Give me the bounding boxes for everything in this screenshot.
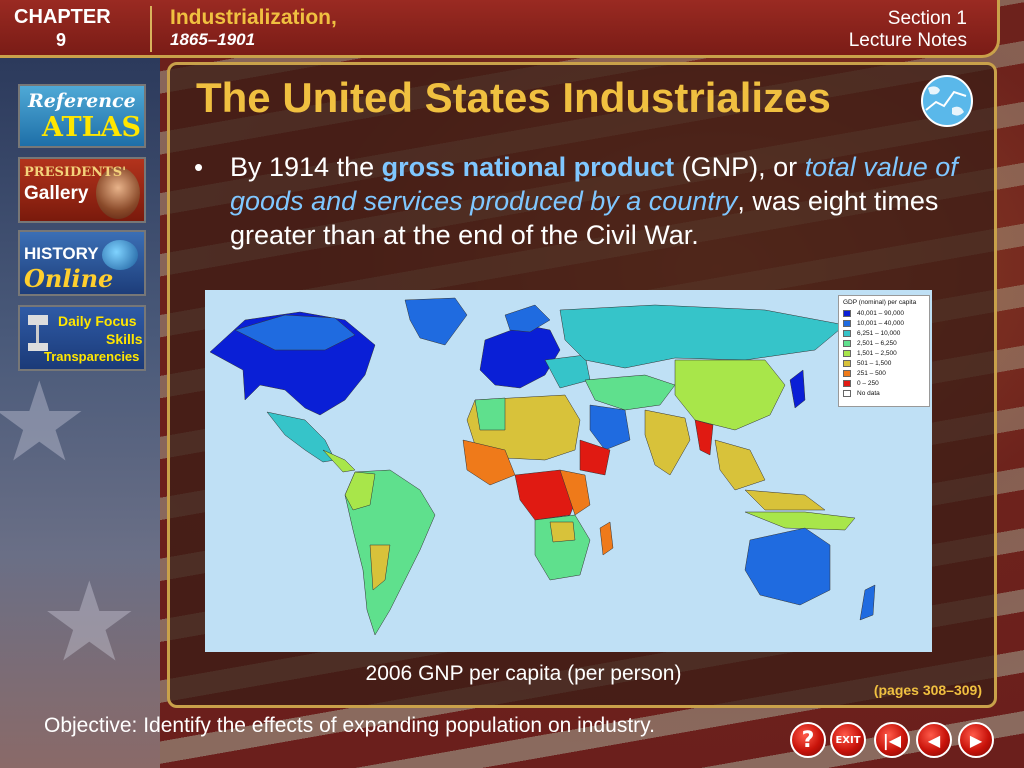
legend-swatch bbox=[843, 339, 851, 347]
history-online-button[interactable]: HISTORY Online bbox=[18, 230, 146, 296]
legend-rows: 40,001 – 90,000 10,001 – 40,000 6,251 – 10… bbox=[843, 308, 925, 398]
section-subtitle: Lecture Notes bbox=[848, 30, 967, 51]
bullet-text: By 1914 the gross national product (GNP)… bbox=[230, 150, 970, 252]
daily-focus-skills-button[interactable]: Daily Focus Skills Transparencies bbox=[18, 305, 146, 371]
star-decoration: ★ bbox=[0, 358, 89, 486]
legend-entry: 40,001 – 90,000 bbox=[843, 308, 925, 318]
legend-swatch bbox=[843, 329, 851, 337]
presidents-label-line1: PRESIDENTS' bbox=[24, 165, 127, 180]
chapter-label: CHAPTER bbox=[14, 6, 111, 28]
reference-atlas-button[interactable]: Reference ATLAS bbox=[18, 84, 146, 148]
help-button[interactable]: ? bbox=[790, 722, 826, 758]
chapter-number: 9 bbox=[56, 30, 67, 50]
legend-label: 0 – 250 bbox=[857, 379, 879, 387]
legend-swatch bbox=[843, 319, 851, 327]
globe-chart-icon[interactable] bbox=[918, 74, 976, 128]
presidents-label-line2: Gallery bbox=[24, 183, 89, 204]
legend-label: 501 – 1,500 bbox=[857, 359, 892, 367]
legend-entry: 251 – 500 bbox=[843, 368, 925, 378]
previous-slide-button[interactable]: ◀ bbox=[916, 722, 952, 758]
legend-entry: 0 – 250 bbox=[843, 378, 925, 388]
projector-icon bbox=[28, 315, 48, 351]
legend-entry: 501 – 1,500 bbox=[843, 358, 925, 368]
legend-swatch bbox=[843, 349, 851, 357]
map-caption: 2006 GNP per capita (per person) bbox=[365, 662, 682, 685]
exit-button[interactable]: EXIT bbox=[830, 722, 866, 758]
first-slide-button[interactable]: |◀ bbox=[874, 722, 910, 758]
focus-label-line2: Skills bbox=[106, 331, 143, 347]
legend-label: 2,501 – 6,250 bbox=[857, 339, 897, 347]
atlas-label-line2: ATLAS bbox=[42, 112, 141, 143]
bullet-marker: • bbox=[194, 152, 204, 182]
legend-label: 40,001 – 90,000 bbox=[857, 309, 904, 317]
legend-entry: 1,501 – 2,500 bbox=[843, 348, 925, 358]
focus-label-line3: Transparencies bbox=[44, 349, 140, 364]
legend-swatch bbox=[843, 369, 851, 377]
globe-icon bbox=[102, 240, 138, 270]
bullet-intro: By 1914 the bbox=[230, 152, 382, 182]
page-title: The United States Industrializes bbox=[196, 74, 831, 121]
header-bar: CHAPTER 9 Industrialization, 1865–1901 S… bbox=[0, 0, 1000, 58]
pages-reference-link[interactable]: (pages 308–309) bbox=[873, 682, 982, 698]
presidents-gallery-button[interactable]: PRESIDENTS' Gallery bbox=[18, 157, 146, 223]
legend-entry: 6,251 – 10,000 bbox=[843, 328, 925, 338]
legend-swatch bbox=[843, 359, 851, 367]
atlas-label-line1: Reference bbox=[28, 90, 136, 112]
map-legend: GDP (nominal) per capita 40,001 – 90,000… bbox=[838, 295, 930, 407]
legend-label: 10,001 – 40,000 bbox=[857, 319, 904, 327]
key-term: gross national product bbox=[381, 152, 675, 182]
header-divider bbox=[150, 6, 152, 52]
history-label-line1: HISTORY bbox=[24, 244, 99, 263]
legend-swatch bbox=[843, 309, 851, 317]
focus-label-line1: Daily Focus bbox=[58, 313, 137, 329]
legend-title: GDP (nominal) per capita bbox=[843, 299, 917, 306]
chapter-title: Industrialization, bbox=[170, 6, 337, 29]
president-portrait-icon bbox=[96, 167, 140, 219]
legend-entry: 2,501 – 6,250 bbox=[843, 338, 925, 348]
legend-label: 251 – 500 bbox=[857, 369, 886, 377]
legend-label: 1,501 – 2,500 bbox=[857, 349, 897, 357]
legend-label: 6,251 – 10,000 bbox=[857, 329, 901, 337]
bullet-end: , was eight times greater than at the en… bbox=[230, 186, 939, 250]
legend-entry: No data bbox=[843, 388, 925, 398]
star-decoration: ★ bbox=[40, 558, 139, 686]
next-slide-button[interactable]: ▶ bbox=[958, 722, 994, 758]
objective-text: Objective: Identify the effects of expan… bbox=[44, 714, 655, 737]
legend-swatch bbox=[843, 379, 851, 387]
bullet-mid: (GNP), or bbox=[674, 152, 805, 182]
key-term-definition: total value of goods and services produc… bbox=[230, 152, 958, 216]
section-label: Section 1 bbox=[887, 8, 967, 29]
legend-label: No data bbox=[857, 389, 880, 397]
chapter-dates: 1865–1901 bbox=[170, 30, 256, 49]
legend-entry: 10,001 – 40,000 bbox=[843, 318, 925, 328]
world-gnp-map bbox=[205, 290, 932, 652]
history-label-line2: Online bbox=[24, 264, 114, 293]
legend-swatch bbox=[843, 389, 851, 397]
